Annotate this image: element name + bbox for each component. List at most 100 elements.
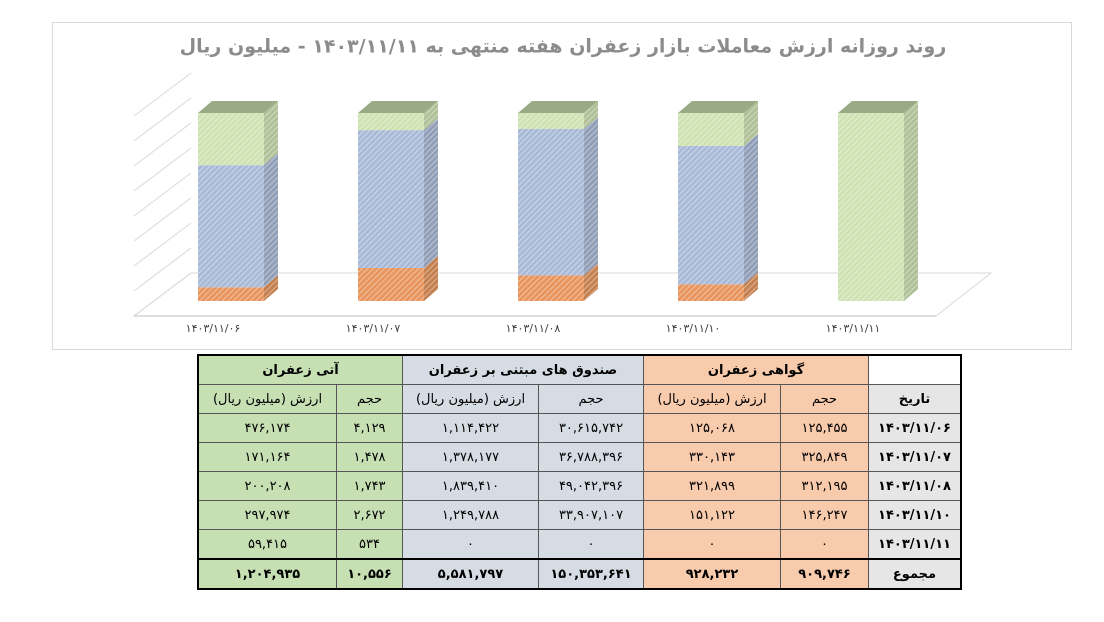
value-cell: ۴۷۶,۱۷۴ [198, 413, 337, 443]
value-cell: ۵۳۴ [336, 529, 403, 560]
value-cell: ۳۲۱,۸۹۹ [643, 471, 782, 501]
value-cell: ۱۷۱,۱۶۴ [198, 442, 337, 472]
bar-hatch [838, 113, 904, 301]
bar-side-hatch [744, 272, 758, 301]
total-row: مجموع ۹۰۹,۷۴۶ ۹۲۸,۲۳۲ ۱۵۰,۳۵۳,۶۴۱ ۵,۵۸۱,۷۹۷ ۱… [198, 558, 962, 589]
total-cell: ۹۰۹,۷۴۶ [780, 558, 870, 589]
bar-top [838, 101, 918, 113]
value-cell: ۱,۱۱۴,۴۲۲ [401, 413, 540, 443]
table-body: گواهی زعفران صندوق های مبتنی بر زعفران آتی… [198, 355, 962, 589]
value-cell: ۱,۲۴۹,۷۸۸ [401, 500, 540, 530]
bar-hatch [678, 113, 744, 146]
grid-line [133, 247, 192, 292]
date-cell: ۱۴۰۳/۱۱/۰۸ [868, 471, 962, 501]
group-header: گواهی زعفران [643, 355, 870, 385]
column-header: ارزش (میلیون ریال) [401, 384, 540, 414]
column-header: حجم [780, 384, 870, 414]
value-cell: ۴,۱۲۹ [336, 413, 403, 443]
grid-line [133, 72, 192, 117]
bar-side-hatch [584, 116, 598, 276]
data-row: ۱۴۰۳/۱۱/۰۸ ۳۱۲,۱۹۵ ۳۲۱,۸۹۹ ۴۹,۰۴۲,۳۹۶ ۱,۸۳۹,… [198, 471, 962, 501]
data-row: ۱۴۰۳/۱۱/۱۱ ۰ ۰ ۰ ۰ ۵۳۴ ۵۹,۴۱۵ [198, 529, 962, 560]
bar-side-hatch [424, 118, 438, 268]
date-cell: ۱۴۰۳/۱۱/۱۰ [868, 500, 962, 530]
grid-line [133, 122, 192, 167]
value-cell: ۱۲۵,۰۶۸ [643, 413, 782, 443]
bar-top [678, 101, 758, 113]
bar-side-hatch [264, 101, 278, 166]
column-header: حجم [336, 384, 403, 414]
value-cell: ۱۵۱,۱۲۲ [643, 500, 782, 530]
header-row: تاریخ حجم ارزش (میلیون ریال) حجم ارزش (میلیو… [198, 384, 962, 414]
chart-title: روند روزانه ارزش معاملات بازار زعفران هف… [180, 36, 947, 58]
value-cell: ۱,۳۷۸,۱۷۷ [401, 442, 540, 472]
grid-line [133, 222, 192, 267]
value-cell: ۵۹,۴۱۵ [198, 529, 337, 560]
group-row: گواهی زعفران صندوق های مبتنی بر زعفران آتی… [198, 355, 961, 385]
data-row: ۱۴۰۳/۱۱/۰۶ ۱۲۵,۴۵۵ ۱۲۵,۰۶۸ ۳۰,۶۱۵,۷۴۲ ۱,۱۱۴,… [198, 413, 962, 443]
value-cell: ۰ [401, 529, 540, 560]
x-tick-label: ۱۴۰۳/۱۱/۰۷ [346, 322, 401, 335]
data-row: ۱۴۰۳/۱۱/۰۷ ۳۲۵,۸۴۹ ۳۳۰,۱۴۳ ۳۶,۷۸۸,۳۹۶ ۱,۳۷۸,… [198, 442, 962, 472]
value-cell: ۳۶,۷۸۸,۳۹۶ [538, 442, 645, 472]
value-cell: ۱,۷۴۳ [336, 471, 403, 501]
x-tick-label: ۱۴۰۳/۱۱/۱۱ [826, 322, 881, 335]
x-tick-label: ۱۴۰۳/۱۱/۰۸ [506, 322, 561, 335]
bar-hatch [198, 287, 264, 301]
bar-hatch [518, 128, 584, 276]
grid-line [133, 272, 192, 317]
bar-top [518, 101, 598, 113]
bar-hatch [358, 113, 424, 131]
bar-side-hatch [744, 101, 758, 146]
data-row: ۱۴۰۳/۱۱/۱۰ ۱۴۶,۲۴۷ ۱۵۱,۱۲۲ ۳۳,۹۰۷,۱۰۷ ۱,۲۴۹,… [198, 500, 962, 530]
bar-hatch [358, 130, 424, 268]
bar-side-hatch [264, 275, 278, 301]
bar-top [358, 101, 438, 113]
value-cell: ۱۲۵,۴۵۵ [780, 413, 870, 443]
value-cell: ۰ [643, 529, 782, 560]
date-cell: ۱۴۰۳/۱۱/۱۱ [868, 529, 962, 560]
grid-line [133, 172, 192, 217]
bar-hatch [198, 165, 264, 288]
group-header: صندوق های مبتنی بر زعفران [401, 355, 645, 385]
x-tick-label: ۱۴۰۳/۱۱/۱۰ [666, 322, 721, 335]
bar-hatch [678, 284, 744, 301]
value-cell: ۱,۸۳۹,۴۱۰ [401, 471, 540, 501]
value-cell: ۰ [780, 529, 870, 560]
blank-cell [868, 355, 961, 385]
grid-line [133, 147, 192, 192]
total-cell: ۱,۲۰۴,۹۳۵ [198, 558, 337, 589]
value-cell: ۴۹,۰۴۲,۳۹۶ [538, 471, 645, 501]
value-cell: ۳۳۰,۱۴۳ [643, 442, 782, 472]
bar-side-hatch [744, 133, 758, 285]
total-cell: ۱۵۰,۳۵۳,۶۴۱ [538, 558, 645, 589]
bar-side-hatch [264, 153, 278, 288]
data-table: گواهی زعفران صندوق های مبتنی بر زعفران آتی… [196, 354, 963, 590]
column-header: تاریخ [868, 384, 962, 414]
group-header: آتی زعفران [198, 355, 403, 385]
bar-hatch [358, 267, 424, 301]
value-cell: ۳۱۲,۱۹۵ [780, 471, 870, 501]
bar-top [198, 101, 278, 113]
chart: روند روزانه ارزش معاملات بازار زعفران هف… [132, 36, 993, 335]
bar-side-hatch [584, 263, 598, 301]
bar-hatch [198, 113, 264, 166]
x-tick-label: ۱۴۰۳/۱۱/۰۶ [186, 322, 241, 335]
value-cell: ۳۳,۹۰۷,۱۰۷ [538, 500, 645, 530]
total-cell: ۱۰,۵۵۶ [336, 558, 403, 589]
bar-side-hatch [584, 101, 598, 129]
date-cell: ۱۴۰۳/۱۱/۰۶ [868, 413, 962, 443]
grid-line [133, 197, 192, 242]
value-cell: ۱,۴۷۸ [336, 442, 403, 472]
chart-frame: روند روزانه ارزش معاملات بازار زعفران هف… [52, 22, 1072, 350]
grid-line [133, 97, 192, 142]
column-header: ارزش (میلیون ریال) [198, 384, 337, 414]
bar-side-hatch [424, 101, 438, 131]
bar-hatch [518, 275, 584, 301]
value-cell: ۲۹۷,۹۷۴ [198, 500, 337, 530]
total-cell: ۵,۵۸۱,۷۹۷ [401, 558, 540, 589]
value-cell: ۲۰۰,۲۰۸ [198, 471, 337, 501]
value-cell: ۰ [538, 529, 645, 560]
value-cell: ۲,۶۷۲ [336, 500, 403, 530]
